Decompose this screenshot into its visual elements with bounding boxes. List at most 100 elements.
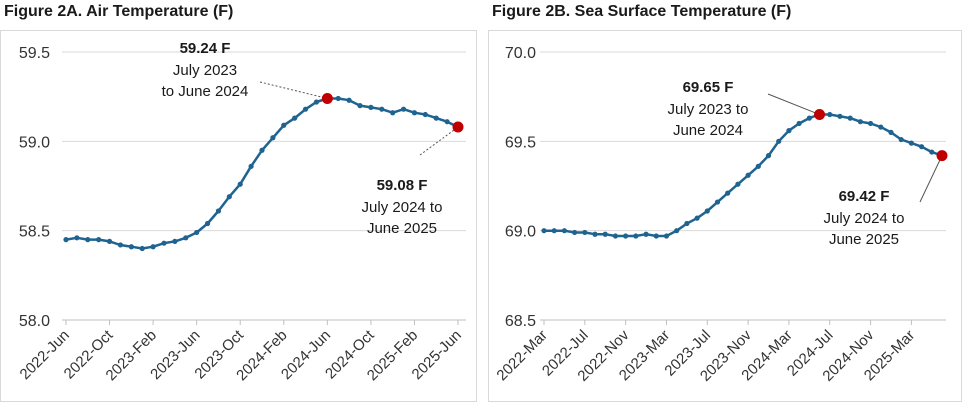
- sst-data-point: [684, 220, 690, 227]
- sst-annotation-label: June 2025: [829, 231, 899, 248]
- air-data-point: [204, 220, 211, 227]
- air-data-point: [390, 110, 396, 116]
- sst-data-point: [572, 229, 578, 236]
- air-data-point: [117, 242, 124, 248]
- sst-annotation-leader: [919, 155, 943, 203]
- sst-annotation-label: July 2024 to: [824, 210, 905, 227]
- air-data-point: [313, 99, 320, 105]
- sst-data-point: [541, 228, 547, 234]
- sst-data-point: [551, 228, 557, 234]
- air-data-point: [63, 237, 69, 243]
- air-data-point: [368, 104, 374, 110]
- sst-annotation-value: 69.65 F: [683, 79, 734, 96]
- air-data-point: [335, 95, 341, 102]
- sst-data-point: [745, 172, 751, 178]
- air-data-point: [194, 229, 200, 236]
- air-data-point: [400, 106, 407, 112]
- air-data-point: [106, 238, 113, 244]
- sst-data-point: [735, 181, 741, 187]
- air-data-point: [161, 240, 167, 246]
- air-annotation-label: July 2023: [173, 62, 237, 79]
- sst-data-point: [725, 190, 731, 196]
- air-data-point: [248, 163, 254, 169]
- sst-series-line: [544, 113, 943, 238]
- sst-annotation-value: 69.42 F: [839, 188, 890, 205]
- air-y-tick-label: 58.0: [19, 313, 50, 330]
- sst-data-point: [714, 199, 721, 205]
- sst-data-point: [867, 120, 874, 127]
- sst-data-point: [857, 119, 863, 125]
- sst-data-point: [704, 208, 710, 214]
- air-data-point: [85, 237, 91, 243]
- air-data-point: [128, 244, 134, 250]
- sst-data-point: [786, 128, 792, 134]
- air-annotation-label: July 2024 to: [362, 199, 443, 216]
- sst-data-point: [929, 149, 935, 155]
- air-data-point: [96, 237, 102, 243]
- sst-data-point: [592, 231, 598, 237]
- air-data-point: [215, 208, 222, 214]
- sst-data-point: [918, 144, 925, 150]
- sst-data-point: [674, 228, 680, 234]
- sst-data-point: [663, 233, 670, 239]
- air-data-point: [237, 181, 243, 187]
- air-data-point: [172, 238, 178, 244]
- sst-highlight-point: [936, 150, 948, 162]
- sst-y-tick-label: 70.0: [505, 45, 536, 62]
- sst-data-point: [653, 233, 659, 239]
- air-data-point: [74, 235, 80, 241]
- sst-data-point: [694, 215, 700, 221]
- sst-y-tick-label: 68.5: [505, 313, 536, 330]
- air-annotation-value: 59.24 F: [180, 40, 231, 57]
- air-y-tick-label: 59.5: [19, 45, 50, 62]
- sst-data-point: [623, 233, 629, 239]
- air-data-point: [411, 110, 418, 116]
- sst-data-point: [776, 138, 782, 144]
- sst-data-point: [806, 115, 812, 121]
- sea-surface-temperature-chart: 68.569.069.570.02022-Mar2022-Jul2022-Nov…: [493, 45, 948, 385]
- sst-data-point: [898, 136, 904, 143]
- air-y-tick-label: 58.5: [19, 224, 50, 241]
- sst-data-point: [837, 113, 843, 119]
- air-data-point: [270, 135, 276, 141]
- air-data-point: [150, 244, 156, 250]
- sst-annotation-leader: [767, 93, 820, 115]
- sst-data-point: [878, 124, 884, 130]
- sst-annotation-label: June 2024: [673, 122, 743, 139]
- air-data-point: [139, 245, 145, 252]
- sea-surface-temperature-panel: Figure 2B. Sea Surface Temperature (F) 6…: [488, 0, 962, 402]
- air-y-tick-label: 59.0: [19, 134, 50, 151]
- sst-highlight-point: [814, 109, 826, 121]
- sst-data-point: [582, 229, 588, 236]
- air-data-point: [302, 106, 309, 112]
- air-data-point: [226, 194, 232, 200]
- sst-data-point: [643, 231, 649, 237]
- air-data-point: [259, 147, 265, 153]
- air-data-point: [379, 106, 385, 112]
- sst-annotation-label: July 2023 to: [668, 101, 749, 118]
- air-data-point: [444, 119, 450, 125]
- air-annotation-label: June 2025: [367, 220, 437, 237]
- sst-data-point: [612, 233, 619, 239]
- sst-data-point: [755, 163, 761, 169]
- sst-y-tick-label: 69.5: [505, 134, 536, 151]
- air-highlight-point: [452, 121, 464, 133]
- air-temperature-panel: Figure 2A. Air Temperature (F) 58.0 58.5 5…: [0, 0, 481, 402]
- air-data-point: [183, 235, 189, 241]
- air-data-point: [281, 122, 287, 128]
- air-annotation-label: to June 2024: [162, 83, 249, 100]
- sst-data-point: [888, 129, 894, 135]
- air-temperature-chart: 58.058.559.059.52022-Jun2022-Oct2023-Feb…: [17, 40, 466, 384]
- sst-data-point: [602, 231, 608, 237]
- air-annotation-value: 59.08 F: [377, 177, 428, 194]
- sst-data-point: [796, 120, 802, 127]
- sst-data-point: [908, 140, 914, 146]
- sst-y-tick-label: 69.0: [505, 224, 536, 241]
- air-highlight-point: [321, 92, 333, 104]
- air-data-point: [433, 115, 439, 121]
- air-data-point: [346, 97, 352, 103]
- sst-x-tick-label: 2022-Mar: [493, 327, 550, 384]
- air-data-point: [292, 115, 298, 121]
- sst-data-point: [765, 153, 772, 159]
- sea-surface-temperature-title: Figure 2B. Sea Surface Temperature (F): [492, 3, 792, 20]
